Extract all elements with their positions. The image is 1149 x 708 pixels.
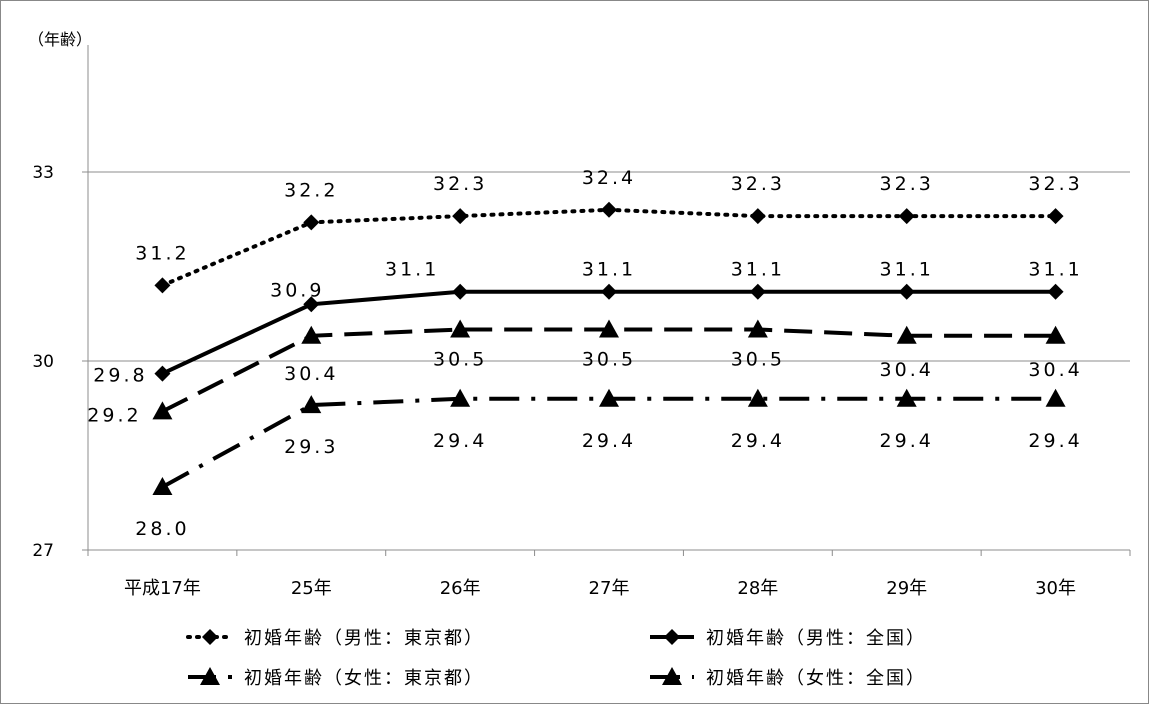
y-tick-label: 27 bbox=[32, 541, 54, 561]
data-label: 29.4 bbox=[1028, 430, 1082, 452]
legend-label: 初婚年齢（男性：東京都） bbox=[244, 628, 484, 649]
grid-lines bbox=[82, 171, 1130, 362]
data-label: 32.3 bbox=[1028, 173, 1082, 195]
x-tick-label: 27年 bbox=[589, 578, 630, 599]
y-tick-labels: 27 30 33 bbox=[32, 163, 54, 561]
x-tick-label: 30年 bbox=[1035, 578, 1076, 599]
legend-item: 初婚年齢（女性：東京都） bbox=[188, 667, 484, 689]
triangle-marker bbox=[200, 667, 220, 685]
data-label: 32.2 bbox=[284, 179, 338, 201]
legend-item: 初婚年齢（男性：全国） bbox=[650, 628, 926, 649]
diamond-marker bbox=[749, 208, 766, 225]
data-label: 30.4 bbox=[1028, 359, 1082, 381]
diamond-marker bbox=[1047, 208, 1064, 225]
diamond-marker bbox=[202, 629, 218, 645]
legend-item: 初婚年齢（女性：全国） bbox=[650, 667, 926, 689]
series-4 bbox=[152, 388, 1066, 495]
data-label: 29.4 bbox=[582, 430, 636, 452]
triangle-marker bbox=[301, 325, 322, 344]
y-tick-label: 33 bbox=[32, 163, 54, 183]
x-tick-label: 28年 bbox=[737, 578, 778, 599]
data-label: 32.3 bbox=[433, 173, 487, 195]
x-tick-label: 25年 bbox=[291, 578, 332, 599]
diamond-marker bbox=[452, 208, 469, 225]
data-label: 31.1 bbox=[880, 259, 934, 281]
data-label: 31.1 bbox=[385, 259, 439, 281]
triangle-marker bbox=[896, 325, 917, 344]
data-label: 30.4 bbox=[284, 363, 338, 385]
data-label: 31.1 bbox=[582, 259, 636, 281]
triangle-marker bbox=[301, 395, 322, 414]
y-axis-label: （年齢） bbox=[28, 30, 92, 49]
data-label: 30.9 bbox=[270, 279, 324, 301]
y-tick-label: 30 bbox=[32, 352, 54, 372]
data-label: 32.4 bbox=[582, 167, 636, 189]
triangle-marker bbox=[1045, 325, 1066, 344]
x-tick-label: 29年 bbox=[886, 578, 927, 599]
data-label: 30.4 bbox=[880, 359, 934, 381]
data-label: 29.3 bbox=[284, 436, 338, 458]
triangle-marker bbox=[747, 388, 768, 407]
data-label: 31.1 bbox=[731, 259, 785, 281]
data-label: 28.0 bbox=[135, 518, 189, 540]
data-label: 29.2 bbox=[87, 404, 141, 426]
diamond-marker bbox=[898, 283, 915, 300]
diamond-marker bbox=[154, 365, 171, 382]
diamond-marker bbox=[601, 283, 617, 300]
data-label: 29.4 bbox=[880, 430, 934, 452]
diamond-marker bbox=[303, 296, 320, 313]
triangle-marker bbox=[152, 477, 173, 495]
series-group bbox=[152, 201, 1066, 495]
x-tick-labels: 平成17年 25年 26年 27年 28年 29年 30年 bbox=[124, 578, 1076, 599]
triangle-marker bbox=[747, 319, 768, 338]
triangle-marker bbox=[896, 388, 917, 407]
series-3 bbox=[152, 319, 1066, 420]
data-label: 31.1 bbox=[1028, 259, 1082, 281]
data-label: 32.3 bbox=[880, 173, 934, 195]
x-tick-label: 平成17年 bbox=[124, 578, 201, 599]
diamond-marker bbox=[154, 277, 171, 294]
diamond-marker bbox=[749, 283, 766, 300]
legend-label: 初婚年齢（女性：東京都） bbox=[244, 668, 484, 689]
triangle-marker bbox=[450, 319, 471, 338]
diamond-marker bbox=[898, 208, 915, 225]
legend-label: 初婚年齢（女性：全国） bbox=[706, 668, 926, 689]
series-1 bbox=[154, 201, 1064, 294]
series-2 bbox=[154, 283, 1064, 382]
data-label: 29.8 bbox=[93, 365, 147, 387]
diamond-marker bbox=[1047, 283, 1064, 300]
data-label: 29.4 bbox=[433, 430, 487, 452]
legend-item: 初婚年齢（男性：東京都） bbox=[186, 628, 484, 649]
diamond-marker bbox=[452, 283, 469, 300]
data-label: 30.5 bbox=[731, 349, 785, 371]
data-labels: 31.2 32.2 32.3 32.4 32.3 32.3 32.3 29.8 30.9 31.1… bbox=[87, 167, 1082, 540]
axes bbox=[82, 45, 1131, 556]
data-label: 32.3 bbox=[731, 173, 785, 195]
legend-label: 初婚年齢（男性：全国） bbox=[706, 628, 926, 649]
data-label: 31.2 bbox=[135, 242, 189, 264]
triangle-marker bbox=[599, 388, 619, 407]
data-label: 29.4 bbox=[731, 430, 785, 452]
x-tick-label: 26年 bbox=[440, 578, 481, 599]
diamond-marker bbox=[601, 201, 617, 218]
legend: 初婚年齢（男性：東京都） 初婚年齢（男性：全国） 初婚年齢（女性：東京都） 初婚年齢（… bbox=[186, 628, 926, 689]
data-label: 30.5 bbox=[433, 349, 487, 371]
diamond-marker bbox=[303, 214, 320, 231]
triangle-marker bbox=[599, 319, 619, 338]
triangle-marker bbox=[1045, 388, 1066, 407]
triangle-marker bbox=[152, 401, 173, 420]
triangle-marker bbox=[450, 388, 471, 407]
triangle-marker bbox=[662, 667, 682, 685]
diamond-marker bbox=[664, 629, 680, 645]
data-label: 30.5 bbox=[582, 349, 636, 371]
